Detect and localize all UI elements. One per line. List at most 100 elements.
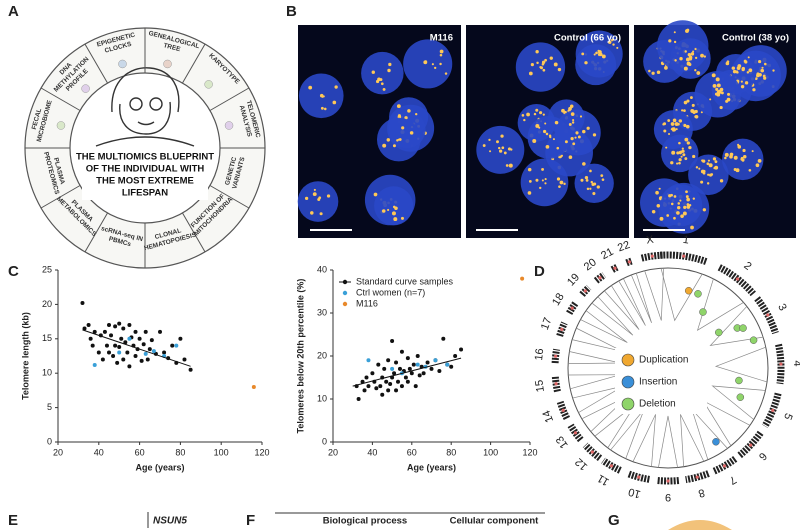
telomere-spot	[553, 62, 558, 67]
spoke	[711, 385, 766, 420]
spoke	[591, 296, 634, 336]
variant-marker	[736, 393, 745, 401]
telomere-spot	[709, 98, 712, 101]
telomere-spot	[694, 114, 699, 119]
chromosome-label: 21	[599, 246, 615, 262]
segment-icon	[81, 84, 90, 93]
telomere-spot	[711, 73, 716, 78]
telomere-spot	[703, 55, 707, 58]
data-point	[121, 326, 126, 331]
data-point	[364, 375, 369, 380]
centromere	[666, 479, 670, 483]
data-point	[378, 384, 383, 389]
legend-label: Deletion	[639, 399, 676, 410]
centromere	[573, 431, 578, 435]
telomere-spot	[382, 143, 387, 148]
telomere-spot	[758, 59, 762, 64]
telomere-spot	[592, 191, 596, 196]
telomere-spot	[686, 197, 690, 202]
telomere-spot	[557, 67, 562, 72]
telomere-spot	[685, 57, 690, 62]
circos-inner-ring	[567, 267, 769, 469]
legend-marker	[621, 397, 635, 411]
telomere-spot	[439, 53, 443, 57]
data-point	[100, 357, 105, 362]
data-point	[376, 362, 381, 367]
telomere-spot	[608, 40, 612, 44]
telomere-spot	[668, 39, 672, 43]
telomere-spot	[686, 61, 691, 66]
telomere-spot	[692, 197, 695, 200]
telomere-spot	[655, 190, 659, 195]
trendline	[352, 357, 462, 387]
telomere-spot	[500, 134, 504, 138]
centromere	[561, 408, 565, 412]
data-point	[394, 360, 399, 365]
data-point	[88, 336, 93, 341]
telomere-spot	[688, 145, 692, 150]
telomere-spot	[586, 126, 590, 130]
shoulders	[95, 136, 195, 147]
telomere-spot	[686, 28, 690, 32]
telomere-spot	[556, 146, 560, 150]
telomere-spot	[696, 71, 701, 75]
telomere-spot	[748, 168, 752, 172]
telomere-spot	[743, 154, 747, 159]
legend-marker	[621, 375, 635, 389]
telomere-spot	[691, 110, 694, 114]
data-point	[405, 379, 410, 384]
telomere-spot	[713, 166, 716, 170]
telomere-spot	[725, 99, 729, 103]
data-point	[104, 343, 109, 348]
telomere-spot	[572, 119, 575, 122]
data-point	[123, 340, 128, 345]
data-point	[399, 349, 404, 354]
telomere-spot	[544, 182, 547, 185]
y-tick-label: 10	[42, 368, 52, 378]
data-point	[107, 323, 111, 328]
data-point	[366, 384, 371, 389]
legend-marker	[342, 290, 348, 296]
telomere-spot	[707, 159, 710, 162]
panel-label: D	[534, 263, 545, 280]
data-point	[188, 367, 193, 372]
telomere-spot	[577, 135, 581, 139]
telomere-spot	[319, 212, 323, 216]
x-tick-label: 120	[254, 447, 269, 457]
spoke	[604, 285, 640, 330]
telomere-spot	[707, 173, 710, 176]
data-point	[390, 366, 395, 371]
telomere-spot	[677, 205, 681, 210]
x-tick-label: 40	[367, 447, 377, 457]
telomere-spot	[542, 113, 545, 116]
y-tick-label: 5	[47, 402, 52, 412]
telomere-spot	[686, 203, 690, 206]
data-point	[415, 354, 420, 358]
telomere-spot	[714, 160, 718, 164]
variant-marker	[712, 438, 720, 446]
data-point	[405, 356, 410, 361]
data-point	[86, 323, 91, 328]
telomere-spot	[677, 122, 680, 126]
ideogram	[717, 264, 756, 297]
telomere-spot	[549, 56, 553, 60]
telomere-spot	[671, 150, 676, 155]
telomere-spot	[690, 96, 693, 99]
telomere-spot	[673, 40, 677, 44]
chromosome-label: 1	[682, 234, 690, 247]
telomere-spot	[407, 109, 411, 113]
telomere-spot	[563, 182, 566, 186]
telomere-spot	[741, 66, 745, 71]
data-point	[441, 336, 446, 341]
telomere-spot	[737, 143, 740, 146]
data-point	[449, 364, 454, 369]
segment-divider	[40, 87, 81, 111]
telomere-spot	[542, 68, 546, 72]
spoke	[644, 268, 664, 321]
telomere-spot	[539, 66, 544, 70]
y-axis-label: Telomere length (kb)	[20, 312, 30, 400]
data-point	[366, 358, 371, 363]
centromere	[627, 260, 631, 264]
telomere-spot	[439, 62, 442, 66]
chromosome-label: 10	[627, 485, 642, 500]
